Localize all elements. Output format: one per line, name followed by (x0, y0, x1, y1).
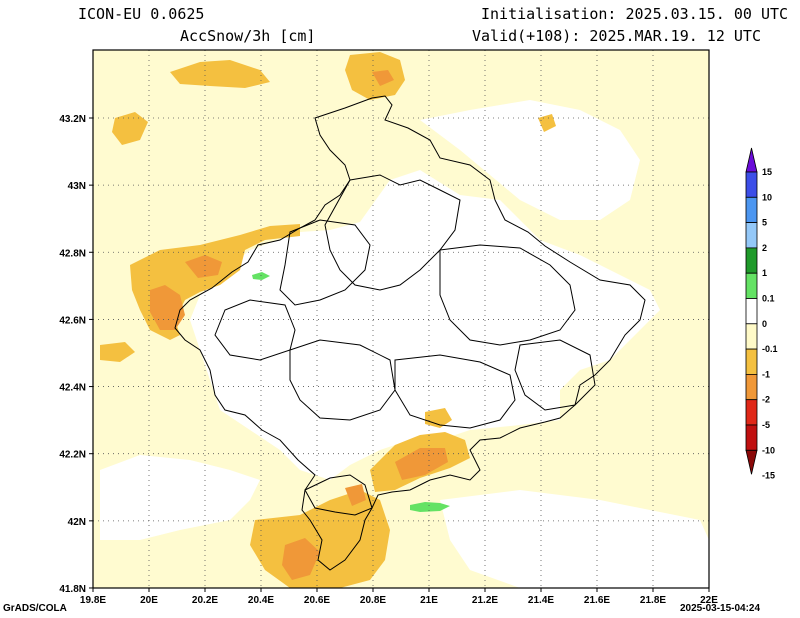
lat-tick-label: 41.8N (59, 584, 86, 595)
precip-field (93, 50, 709, 588)
lon-tick-label: 21.8E (640, 595, 666, 606)
colorbar-swatch (745, 373, 758, 401)
lon-tick-label: 20E (140, 595, 158, 606)
colorbar-top-arrow (745, 147, 758, 173)
colorbar-label: -0.1 (762, 344, 778, 354)
orange-patch-1 (150, 285, 185, 330)
colorbar-swatch (745, 323, 758, 350)
lon-tick-label: 19.8E (80, 595, 106, 606)
colorbar-label: 0.1 (762, 294, 775, 304)
colorbar-swatch (745, 348, 758, 375)
white-area (190, 170, 660, 480)
latitude-ticks: 43.2N 43N 42.8N 42.6N 42.4N 42.2N 42N 41.8N (59, 114, 93, 595)
lat-tick-label: 43.2N (59, 114, 86, 125)
colorbar-bottom-arrow (745, 449, 758, 475)
orange-patch-4 (282, 538, 320, 580)
white-area-4 (420, 100, 640, 220)
yellow-patch-sw (100, 342, 135, 362)
colorbar-label: 10 (762, 192, 772, 202)
valid-time: Valid(+108): 2025.MAR.19. 12 UTC (472, 27, 761, 45)
lon-tick-label: 20.6E (304, 595, 330, 606)
colorbar-swatch (745, 196, 758, 224)
lat-tick-label: 42.4N (59, 383, 86, 394)
colorbar-label: 5 (762, 218, 767, 228)
colorbar-label: -1 (762, 369, 770, 379)
colorbar-swatch (745, 171, 758, 198)
colorbar-label: 0 (762, 319, 767, 329)
colorbar-label: 15 (762, 167, 772, 177)
colorbar-label: -5 (762, 420, 770, 430)
timestamp-label: 2025-03-15-04:24 (680, 603, 761, 614)
lon-tick-label: 20.8E (360, 595, 386, 606)
colorbar-label: -15 (762, 471, 775, 481)
country-borders (174, 95, 646, 571)
colorbar-swatch (745, 424, 758, 451)
green-patch-2 (410, 502, 450, 512)
lat-tick-label: 42.2N (59, 450, 86, 461)
colorbar-label: -2 (762, 395, 770, 405)
lat-tick-label: 42N (68, 517, 86, 528)
field-title: AccSnow/3h [cm] (180, 27, 316, 45)
colorbar-swatch (745, 399, 758, 426)
lat-tick-label: 42.8N (59, 248, 86, 259)
lon-tick-label: 21.6E (584, 595, 610, 606)
colorbar-label: 2 (762, 243, 767, 253)
credit-label: GrADS/COLA (3, 603, 67, 614)
yellow-patch-small (425, 408, 452, 428)
lon-tick-label: 20.4E (248, 595, 274, 606)
lat-tick-label: 42.6N (59, 315, 86, 326)
lon-tick-label: 21.2E (472, 595, 498, 606)
colorbar-swatch (745, 298, 758, 325)
orange-patch-3 (395, 448, 448, 480)
yellow-patch-small2 (538, 114, 556, 132)
orange-patch-2 (185, 255, 222, 278)
orange-patch-6 (372, 70, 394, 86)
white-area-3 (440, 490, 709, 588)
lon-tick-label: 21E (420, 595, 438, 606)
colorbar-label: -10 (762, 445, 775, 455)
yellow-patch-left (112, 112, 148, 145)
orange-patch-5 (345, 484, 366, 506)
white-area-2 (100, 455, 260, 540)
lon-tick-label: 21.4E (528, 595, 554, 606)
longitude-ticks: 19.8E 20E 20.2E 20.4E 20.6E 20.8E 21E 21.2E 21.4… (80, 588, 718, 606)
lon-tick-label: 20.2E (192, 595, 218, 606)
model-title: ICON-EU 0.0625 (78, 5, 205, 23)
lon-tick-label: 22E (700, 595, 718, 606)
colorbar-label: 1 (762, 268, 767, 278)
colorbar-swatch (745, 272, 758, 299)
lat-tick-label: 43N (68, 181, 86, 192)
colorbar-swatch (745, 247, 758, 274)
colorbar-swatch (745, 222, 758, 249)
colorbar: 15 10 5 2 1 0.1 0 -0.1 -1 -2 -5 -10 -15 (745, 147, 778, 481)
init-time: Initialisation: 2025.03.15. 00 UTC (481, 5, 789, 23)
yellow-patch-top (170, 60, 270, 88)
